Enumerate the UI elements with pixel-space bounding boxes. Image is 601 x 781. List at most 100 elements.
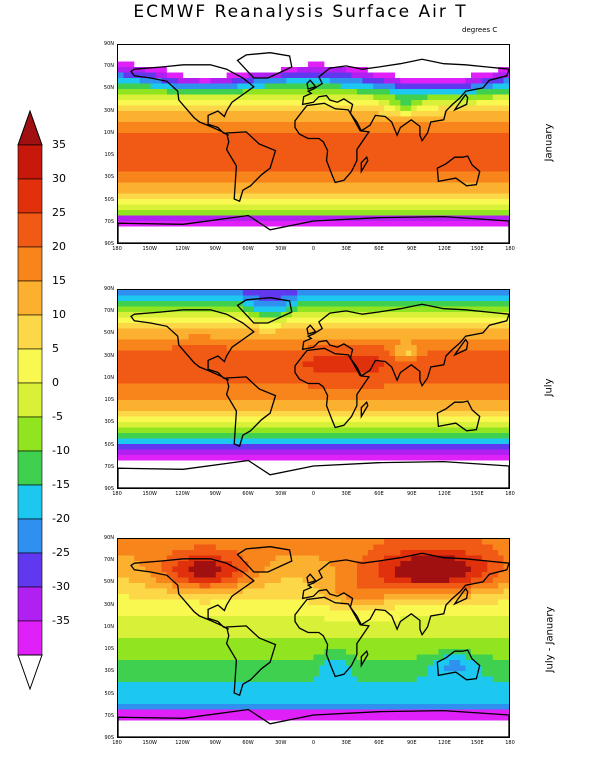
- map-cell: [139, 144, 146, 151]
- map-cell: [215, 232, 222, 239]
- map-cell: [411, 45, 418, 52]
- map-cell: [481, 133, 488, 140]
- map-cell: [335, 466, 342, 473]
- map-cell: [476, 433, 483, 440]
- map-cell: [183, 193, 190, 200]
- map-cell: [248, 290, 255, 297]
- map-cell: [221, 334, 228, 341]
- map-cell: [308, 405, 315, 412]
- map-cell: [297, 138, 304, 145]
- map-cell: [297, 367, 304, 374]
- map-cell: [259, 166, 266, 173]
- map-cell: [210, 144, 217, 151]
- map-cell: [188, 317, 195, 324]
- map-cell: [161, 111, 168, 118]
- map-cell: [286, 45, 293, 52]
- map-cell: [134, 411, 141, 418]
- map-cell: [416, 155, 423, 162]
- map-cell: [145, 361, 152, 368]
- map-cell: [128, 301, 135, 308]
- map-cell: [177, 389, 184, 396]
- map-cell: [134, 312, 141, 319]
- map-cell: [253, 405, 260, 412]
- map-cell: [145, 323, 152, 330]
- map-cell: [367, 345, 374, 352]
- map-cell: [422, 449, 429, 456]
- map-cell: [204, 438, 211, 445]
- map-cell: [199, 389, 206, 396]
- map-cell: [139, 237, 146, 243]
- map-cell: [367, 61, 374, 68]
- map-cell: [118, 394, 125, 401]
- map-cell: [188, 193, 195, 200]
- map-cell: [248, 45, 255, 52]
- map-cell: [432, 155, 439, 162]
- map-cell: [313, 116, 320, 123]
- map-cell: [411, 378, 418, 385]
- map-cell: [394, 427, 401, 434]
- map-cell: [351, 416, 358, 423]
- map-cell: [324, 89, 331, 96]
- map-cell: [356, 193, 363, 200]
- map-cell: [470, 193, 478, 200]
- map-cell: [210, 372, 217, 379]
- map-cell: [449, 339, 456, 346]
- map-cell: [188, 394, 195, 401]
- map-cell: [443, 438, 450, 445]
- map-cell: [161, 226, 168, 233]
- map-cell: [297, 78, 304, 85]
- map-cell: [400, 133, 407, 140]
- map-cell: [177, 405, 184, 412]
- map-cell: [297, 400, 304, 407]
- map-cell: [389, 394, 396, 401]
- map-cell: [378, 312, 385, 319]
- map-cell: [270, 438, 277, 445]
- map-cell: [134, 394, 141, 401]
- map-cell: [264, 45, 271, 52]
- map-cell: [242, 449, 249, 456]
- map-cell: [166, 94, 173, 101]
- map-cell: [226, 138, 233, 145]
- coastline: [118, 214, 509, 243]
- map-cell: [443, 367, 450, 374]
- map-cell: [503, 400, 509, 407]
- map-cell: [166, 301, 173, 308]
- map-cell: [318, 160, 325, 167]
- map-cell: [329, 155, 336, 162]
- map-cell: [432, 449, 439, 456]
- map-cell: [405, 215, 412, 222]
- map-cell: [389, 188, 396, 195]
- map-cell: [172, 100, 179, 107]
- map-cell: [503, 50, 509, 57]
- colorbar-segment: [17, 314, 43, 350]
- map-cell: [259, 116, 266, 123]
- map-cell: [291, 290, 298, 297]
- map-cell: [356, 323, 363, 330]
- map-cell: [313, 350, 320, 357]
- map-cell: [286, 199, 293, 206]
- map-cell: [123, 422, 130, 429]
- map-cell: [427, 226, 434, 233]
- map-cell: [454, 449, 461, 456]
- map-cell: [329, 361, 336, 368]
- map-cell: [161, 345, 168, 352]
- map-cell: [248, 438, 255, 445]
- map-cell: [297, 155, 304, 162]
- map-cell: [242, 177, 249, 184]
- map-cell: [242, 237, 249, 243]
- map-cell: [384, 155, 391, 162]
- map-cell: [242, 166, 249, 173]
- map-cell: [280, 383, 287, 390]
- map-cell: [351, 438, 358, 445]
- map-cell: [503, 221, 509, 228]
- map-cell: [443, 411, 450, 418]
- map-cell: [232, 306, 239, 313]
- map-cell: [232, 356, 239, 363]
- map-cell: [242, 199, 249, 206]
- map-cell: [346, 400, 353, 407]
- map-cell: [177, 188, 184, 195]
- map-cell: [253, 210, 260, 217]
- map-cell: [340, 50, 347, 57]
- map-cell: [291, 78, 298, 85]
- map-cell: [134, 422, 141, 429]
